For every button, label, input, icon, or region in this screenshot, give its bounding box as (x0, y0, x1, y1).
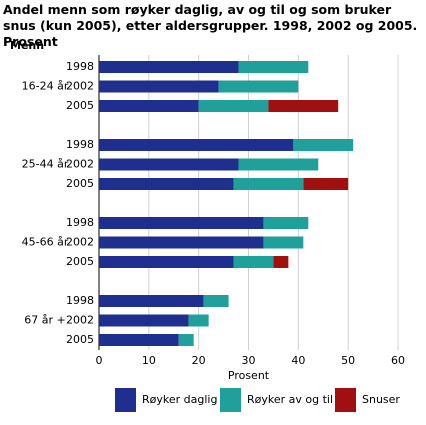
y-tick-label: 2005 (66, 99, 94, 112)
legend-label: Røyker av og til (247, 393, 333, 406)
bar-segment (99, 61, 239, 73)
bar-segment (238, 61, 309, 73)
bar-segment (218, 80, 299, 93)
x-tick-label: 20 (192, 354, 206, 367)
bar-segment (99, 295, 204, 307)
legend-label: Snuser (362, 393, 400, 406)
y-tick-label: 2005 (66, 333, 94, 346)
y-tick-label: 1998 (66, 216, 94, 229)
y-tick-label: 1998 (66, 294, 94, 307)
x-tick-label: 10 (142, 354, 156, 367)
bar-segment (273, 256, 289, 268)
bar-segment (293, 139, 354, 151)
y-tick-label: 2005 (66, 177, 94, 190)
legend-swatch (220, 388, 241, 412)
legend-swatch (335, 388, 356, 412)
x-axis-label: Prosent (228, 369, 270, 382)
legend-label: Røyker daglig (142, 393, 217, 406)
bar-segment (238, 158, 319, 171)
group-label: 25-44 år (22, 158, 69, 171)
bar-segment (99, 334, 179, 346)
y-tick-label: 1998 (66, 138, 94, 151)
bar-segment (303, 178, 349, 190)
bar-segment (99, 217, 264, 229)
bar-segment (99, 139, 294, 151)
bar-segment (178, 334, 194, 346)
group-label: 67 år + (24, 314, 65, 327)
bar-segment (233, 178, 304, 190)
bar-segment (99, 158, 239, 171)
y-tick-label: 2002 (66, 314, 94, 327)
y-tick-label: 2002 (66, 158, 94, 171)
bar-segment (99, 314, 189, 327)
bar-segment (233, 256, 274, 268)
bar-segment (263, 236, 304, 249)
legend-swatch (115, 388, 136, 412)
bar-segment (99, 80, 219, 93)
group-label: 16-24 år (22, 80, 69, 93)
bar-segment (268, 100, 339, 112)
y-tick-label: 2002 (66, 80, 94, 93)
x-tick-label: 50 (341, 354, 355, 367)
panel-label: Menn (10, 39, 44, 52)
bar-segment (99, 236, 264, 249)
x-tick-label: 30 (242, 354, 256, 367)
x-tick-label: 60 (391, 354, 405, 367)
bar-segment (198, 100, 269, 112)
bar-segment (188, 314, 209, 327)
bar-segment (99, 256, 234, 268)
group-label: 45-66 år (22, 236, 69, 249)
bar-segment (99, 100, 199, 112)
bar-segment (263, 217, 309, 229)
chart-title: Andel menn som røyker daglig, av og til … (3, 2, 418, 49)
bar-segment (203, 295, 229, 307)
bar-segment (99, 178, 234, 190)
y-tick-label: 2002 (66, 236, 94, 249)
x-tick-label: 40 (291, 354, 305, 367)
y-tick-label: 1998 (66, 60, 94, 73)
y-tick-label: 2005 (66, 255, 94, 268)
x-tick-label: 0 (96, 354, 103, 367)
